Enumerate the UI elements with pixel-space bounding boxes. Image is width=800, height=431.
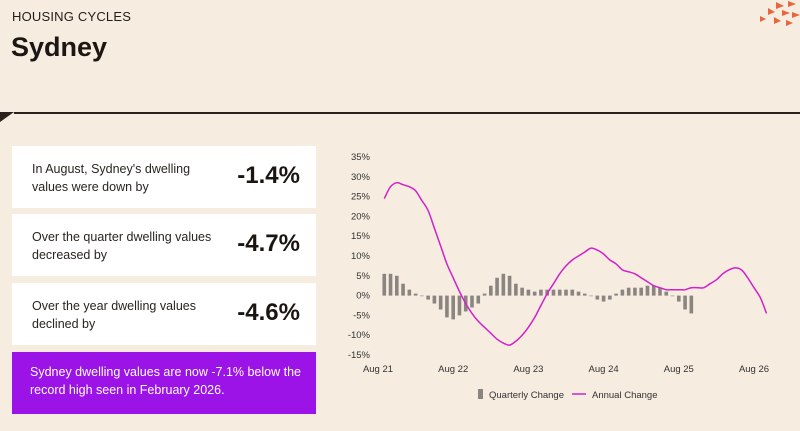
x-tick-label: Aug 25: [664, 364, 694, 375]
callout-text: Sydney dwelling values are now -7.1% bel…: [30, 365, 301, 397]
x-tick-label: Aug 21: [363, 364, 393, 375]
stat-value: -4.7%: [237, 230, 300, 257]
x-tick-label: Aug 22: [438, 364, 468, 375]
quarterly-change-bar: [445, 295, 449, 318]
quarterly-change-bar: [689, 295, 694, 314]
y-tick-label: 0%: [356, 291, 370, 302]
quarterly-change-bar: [576, 291, 581, 296]
legend-label-annual: Annual Change: [592, 390, 658, 401]
quarterly-change-bar: [664, 291, 669, 296]
y-tick-label: -10%: [348, 330, 371, 341]
y-tick-label: 25%: [351, 192, 371, 203]
quarterly-change-bar: [683, 295, 687, 310]
quarterly-change-bar: [457, 295, 462, 316]
quarterly-change-bar: [476, 295, 481, 304]
stat-card-month: In August, Sydney's dwelling values were…: [12, 146, 316, 208]
header-divider: [14, 112, 800, 114]
y-axis: 35% 30% 25% 20% 15% 10% 5% 0% -5% -10% -15%: [348, 152, 371, 361]
quarterly-change-bar: [451, 295, 455, 320]
quarterly-change-bar: [539, 289, 543, 296]
y-tick-label: -15%: [348, 350, 371, 361]
quarterly-change-bar: [507, 275, 512, 296]
quarterly-change-bar: [495, 277, 499, 296]
quarterly-change-bar: [551, 289, 556, 296]
decorative-arrows-icon: [760, 1, 800, 26]
quarterly-change-bar: [651, 285, 656, 296]
y-tick-label: -5%: [353, 310, 370, 321]
quarterly-change-bar: [601, 295, 606, 302]
y-tick-label: 15%: [351, 231, 371, 242]
quarterly-change-bar: [645, 285, 650, 296]
quarterly-change-bar: [677, 295, 681, 302]
stat-value: -4.6%: [237, 299, 300, 326]
quarterly-change-bar: [589, 295, 593, 297]
quarterly-change-bar: [395, 275, 399, 296]
y-tick-label: 5%: [356, 271, 370, 282]
quarterly-change-bar: [532, 291, 537, 296]
quarterly-change-bar: [401, 283, 405, 296]
quarterly-change-bar: [608, 295, 612, 300]
quarterly-change-bar: [489, 285, 493, 296]
quarterly-change-bar: [470, 295, 474, 308]
stat-text: Over the quarter dwelling values decreas…: [32, 230, 212, 262]
quarterly-change-bar: [570, 289, 575, 296]
section-kicker: HOUSING CYCLES: [12, 9, 132, 24]
y-tick-label: 10%: [351, 251, 371, 262]
stat-text: In August, Sydney's dwelling values were…: [32, 162, 191, 194]
quarterly-change-bar: [564, 289, 568, 296]
record-high-callout: Sydney dwelling values are now -7.1% bel…: [12, 352, 316, 414]
quarterly-change-bar: [501, 273, 506, 296]
stat-text: Over the year dwelling values declined b…: [32, 299, 196, 331]
quarterly-change-bar: [432, 295, 437, 304]
stat-card-quarter: Over the quarter dwelling values decreas…: [12, 214, 316, 276]
quarterly-change-bar: [620, 289, 625, 296]
quarterly-change-bar: [413, 293, 418, 296]
quarterly-change-bar: [633, 287, 637, 296]
quarterly-change-bar: [639, 287, 643, 296]
quarterly-change-bar: [438, 295, 443, 310]
housing-cycle-chart: 35% 30% 25% 20% 15% 10% 5% 0% -5% -10% -15% Aug 21…: [348, 152, 769, 401]
x-tick-label: Aug 26: [739, 364, 769, 375]
quarterly-change-bar: [526, 289, 531, 296]
y-tick-label: 20%: [351, 211, 371, 222]
quarterly-change-bar: [382, 273, 387, 296]
quarterly-change-bar: [614, 293, 618, 296]
legend-swatch-quarterly: [478, 389, 483, 399]
quarterly-change-bar: [426, 295, 430, 300]
quarterly-change-bar: [520, 287, 524, 296]
x-tick-label: Aug 24: [589, 364, 619, 375]
quarterly-change-bar: [626, 287, 631, 296]
quarterly-change-bar: [670, 295, 675, 297]
stat-value: -1.4%: [237, 162, 300, 189]
stat-card-year: Over the year dwelling values declined b…: [12, 283, 316, 345]
annual-change-line: [383, 181, 768, 346]
quarterly-change-bar: [407, 289, 412, 296]
quarterly-change-bar: [514, 283, 518, 296]
page-title: Sydney: [11, 32, 108, 62]
quarterly-change-bar: [420, 295, 424, 297]
x-tick-label: Aug 23: [513, 364, 543, 375]
divider-notch: [0, 112, 14, 122]
legend-label-quarterly: Quarterly Change: [489, 390, 564, 401]
quarterly-change-bar: [583, 293, 587, 296]
quarterly-change-bar: [658, 287, 662, 296]
quarterly-change-bar: [388, 273, 393, 296]
y-tick-label: 30%: [351, 172, 371, 183]
x-axis: Aug 21 Aug 22 Aug 23 Aug 24 Aug 25 Aug 26: [363, 364, 769, 375]
quarterly-change-bar: [595, 295, 600, 300]
chart-legend: Quarterly Change Annual Change: [478, 389, 658, 401]
y-tick-label: 35%: [351, 152, 371, 163]
quarterly-change-bar: [482, 293, 487, 296]
quarterly-change-bar: [557, 289, 562, 296]
